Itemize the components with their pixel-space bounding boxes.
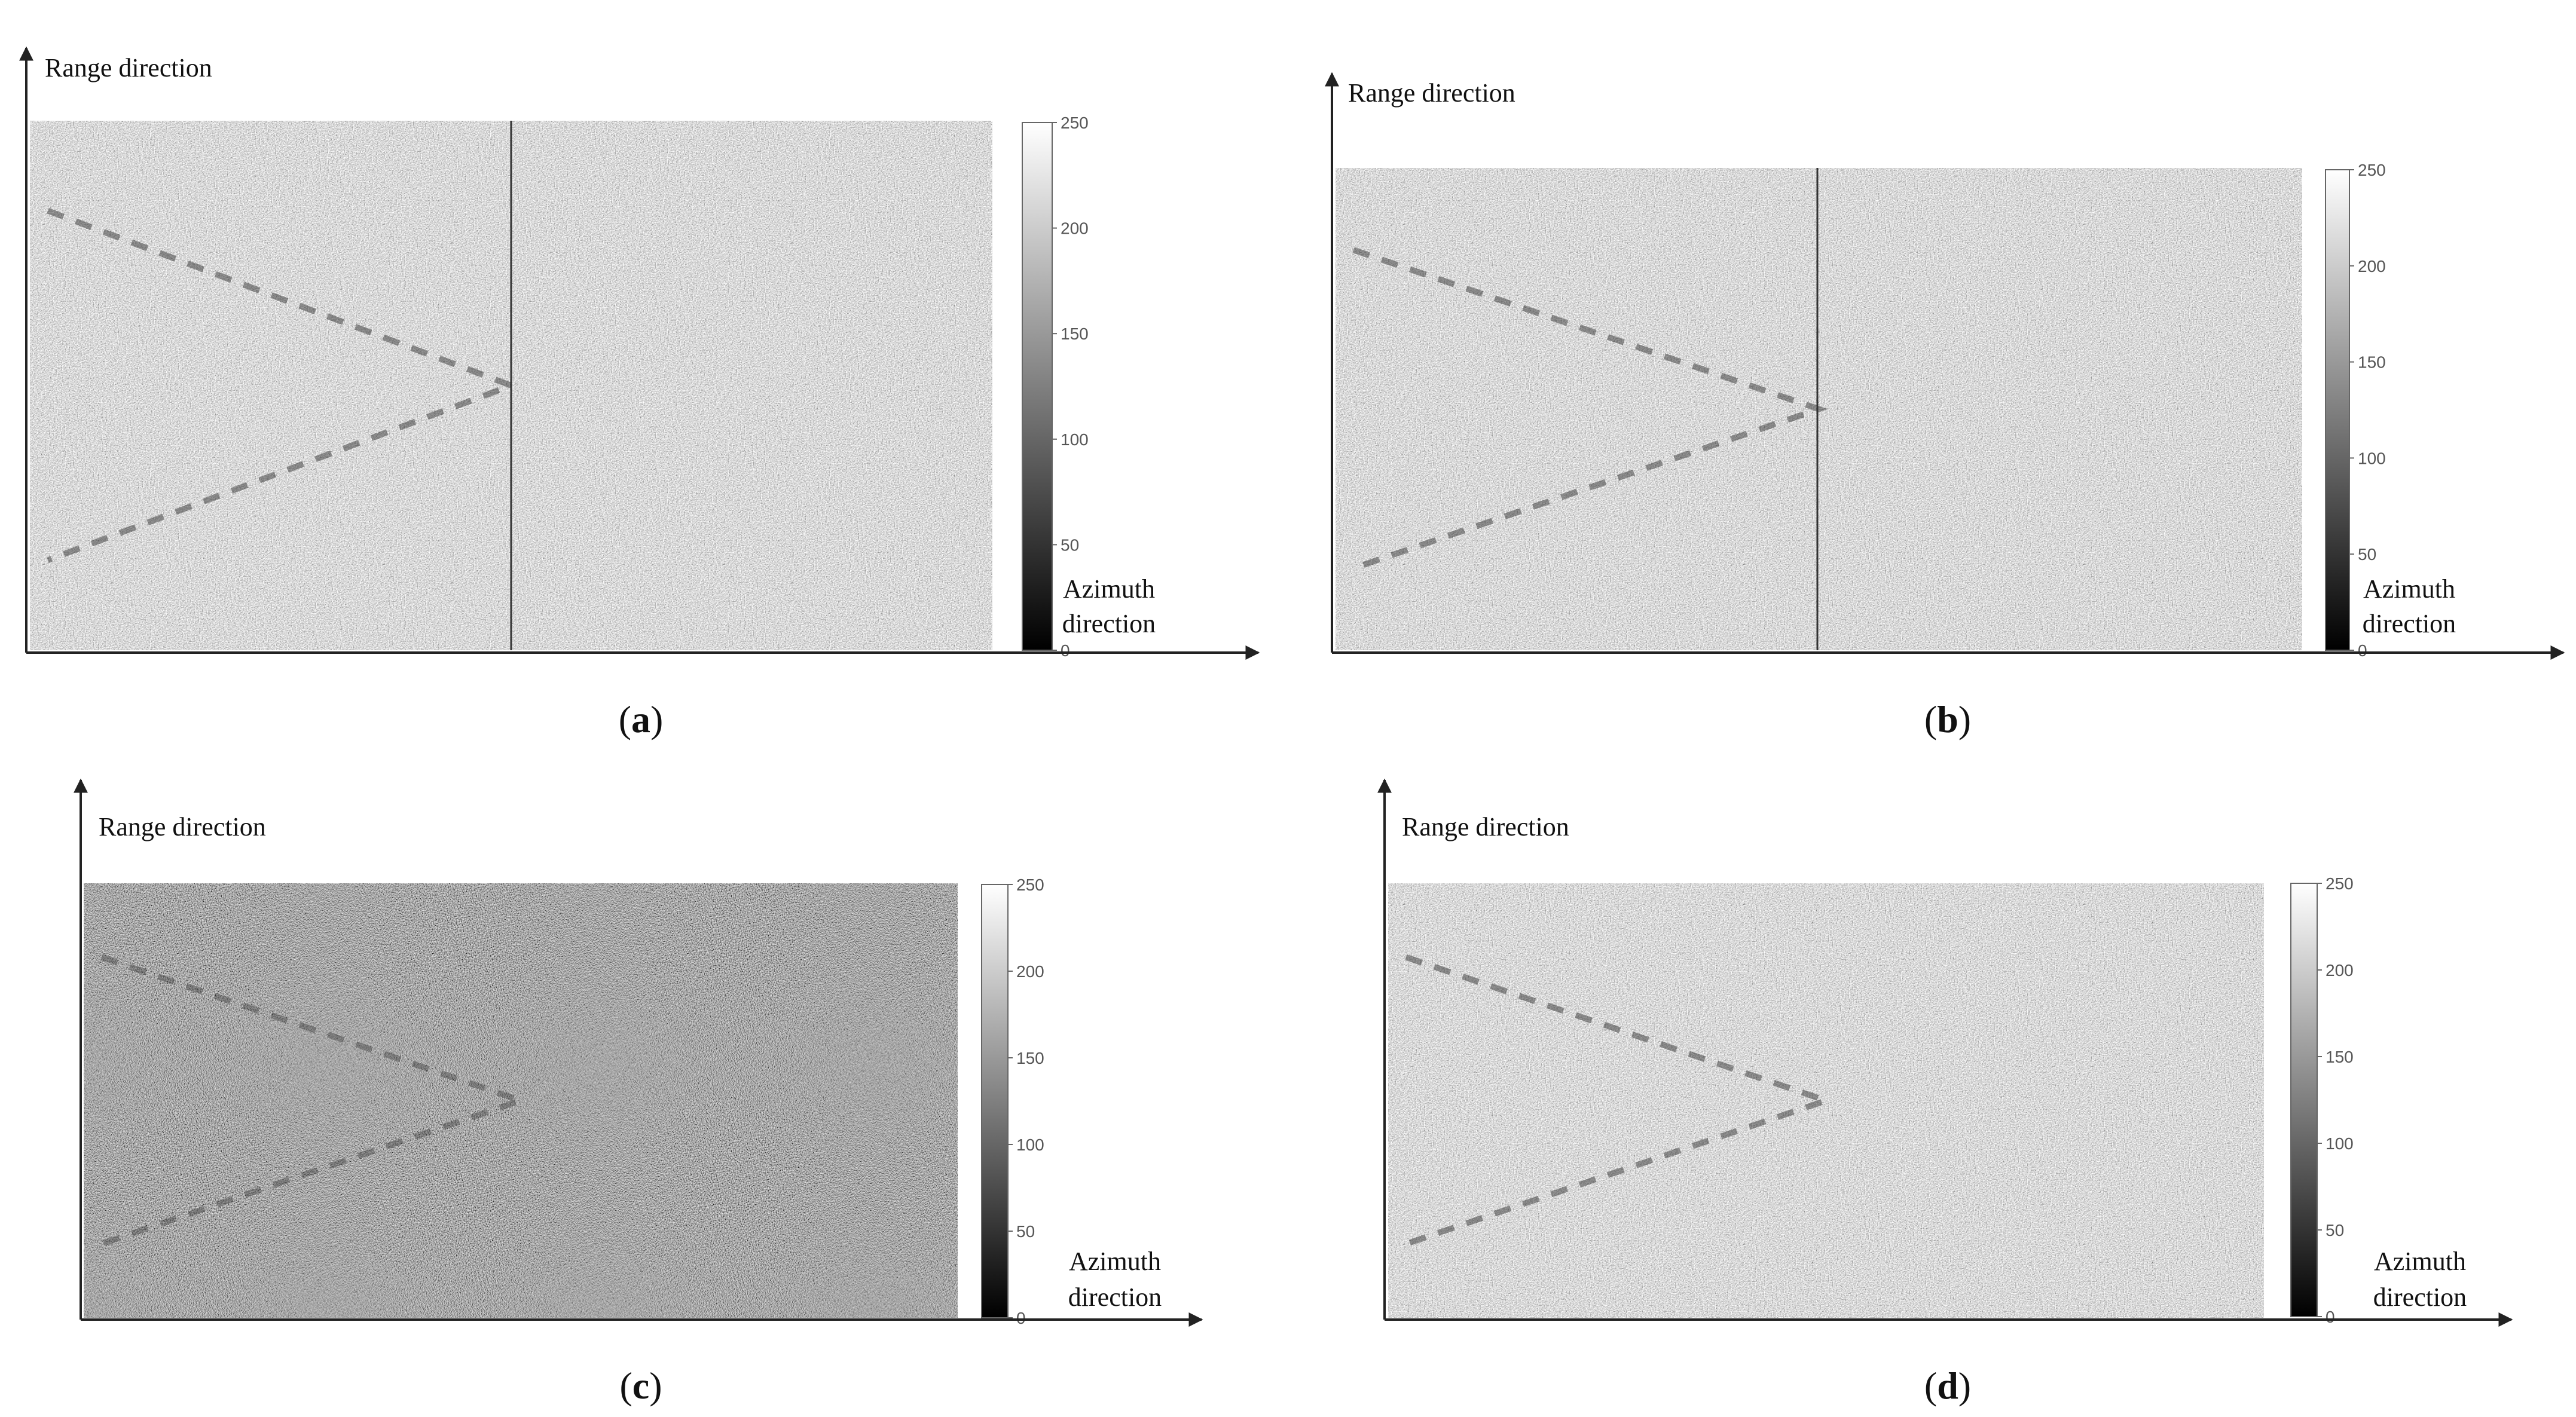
azimuth-label-line2: direction	[2373, 1283, 2467, 1312]
colorbar-tick-label: 50	[2326, 1221, 2344, 1240]
colorbar-tick-label: 150	[1016, 1049, 1044, 1067]
azimuth-label-line1: Azimuth	[1069, 1247, 1161, 1276]
colorbar	[2325, 169, 2350, 651]
colorbar-tick-label: 0	[1016, 1309, 1026, 1327]
wake-streaks-b	[1352, 247, 1828, 571]
colorbar-tick-label: 150	[2326, 1048, 2354, 1066]
colorbar	[2290, 883, 2318, 1317]
range-direction-label: Range direction	[1348, 78, 1515, 108]
azimuth-label-line1: Azimuth	[2374, 1247, 2466, 1276]
sar-image-b	[1336, 168, 2302, 650]
colorbar-tick-label: 250	[2326, 874, 2354, 893]
colorbar-tick-label: 250	[2358, 161, 2386, 179]
colorbar-tick-label: 200	[2358, 257, 2386, 276]
colorbar-tick-label: 0	[1061, 641, 1070, 660]
wake-streak	[47, 207, 520, 564]
colorbar-tick-label: 50	[2358, 545, 2376, 564]
colorbar-tick-label: 100	[1016, 1136, 1044, 1154]
range-direction-label: Range direction	[1402, 812, 1569, 841]
panel-d: 250 200 150 100 50 0 Range direction Azimuth dir…	[1377, 778, 2513, 1407]
colorbar-tick-label: 200	[1016, 962, 1044, 981]
panel-a: 250 200 150 100 50 0 Range direction Azimuth dir…	[19, 46, 1260, 740]
sar-image-c	[84, 883, 958, 1318]
panel-caption: (d)	[1924, 1364, 1971, 1407]
range-direction-label: Range direction	[99, 812, 266, 841]
colorbar	[981, 884, 1009, 1318]
colorbar-tick-label: 100	[2326, 1134, 2354, 1153]
colorbar	[1022, 122, 1053, 651]
colorbar-tick-label: 150	[2358, 353, 2386, 372]
colorbar-tick-label: 100	[1061, 430, 1089, 449]
colorbar-tick-label: 100	[2358, 449, 2386, 467]
wake-streak	[1352, 247, 1828, 571]
azimuth-label-line2: direction	[2363, 609, 2456, 638]
panel-caption: (c)	[619, 1364, 662, 1407]
panel-caption: (b)	[1924, 698, 1971, 740]
colorbar-tick-label: 150	[1061, 325, 1089, 343]
colorbar-tick-label: 50	[1061, 535, 1079, 554]
colorbar-tick-label: 250	[1061, 114, 1089, 132]
colorbar-tick-label: 250	[1016, 876, 1044, 894]
colorbar-tick-label: 200	[1061, 219, 1089, 238]
azimuth-label-line1: Azimuth	[2363, 574, 2455, 604]
azimuth-label-line1: Azimuth	[1063, 574, 1155, 604]
colorbar-tick-label: 50	[1016, 1222, 1035, 1241]
panel-b: 250 200 150 100 50 0 Range direction Azimuth dir…	[1325, 72, 2565, 740]
azimuth-label-line2: direction	[1062, 609, 1156, 638]
panel-c: 250 200 150 100 50 0 Range direction Azimuth dir…	[74, 778, 1203, 1407]
azimuth-label-line2: direction	[1068, 1283, 1162, 1312]
range-direction-label: Range direction	[45, 53, 212, 82]
wake-streaks-a	[47, 207, 520, 564]
panel-caption: (a)	[619, 698, 664, 740]
sar-image-d	[1388, 883, 2264, 1318]
colorbar-tick-label: 200	[2326, 961, 2354, 980]
colorbar-tick-label: 0	[2326, 1308, 2335, 1326]
colorbar-tick-label: 0	[2358, 641, 2367, 660]
